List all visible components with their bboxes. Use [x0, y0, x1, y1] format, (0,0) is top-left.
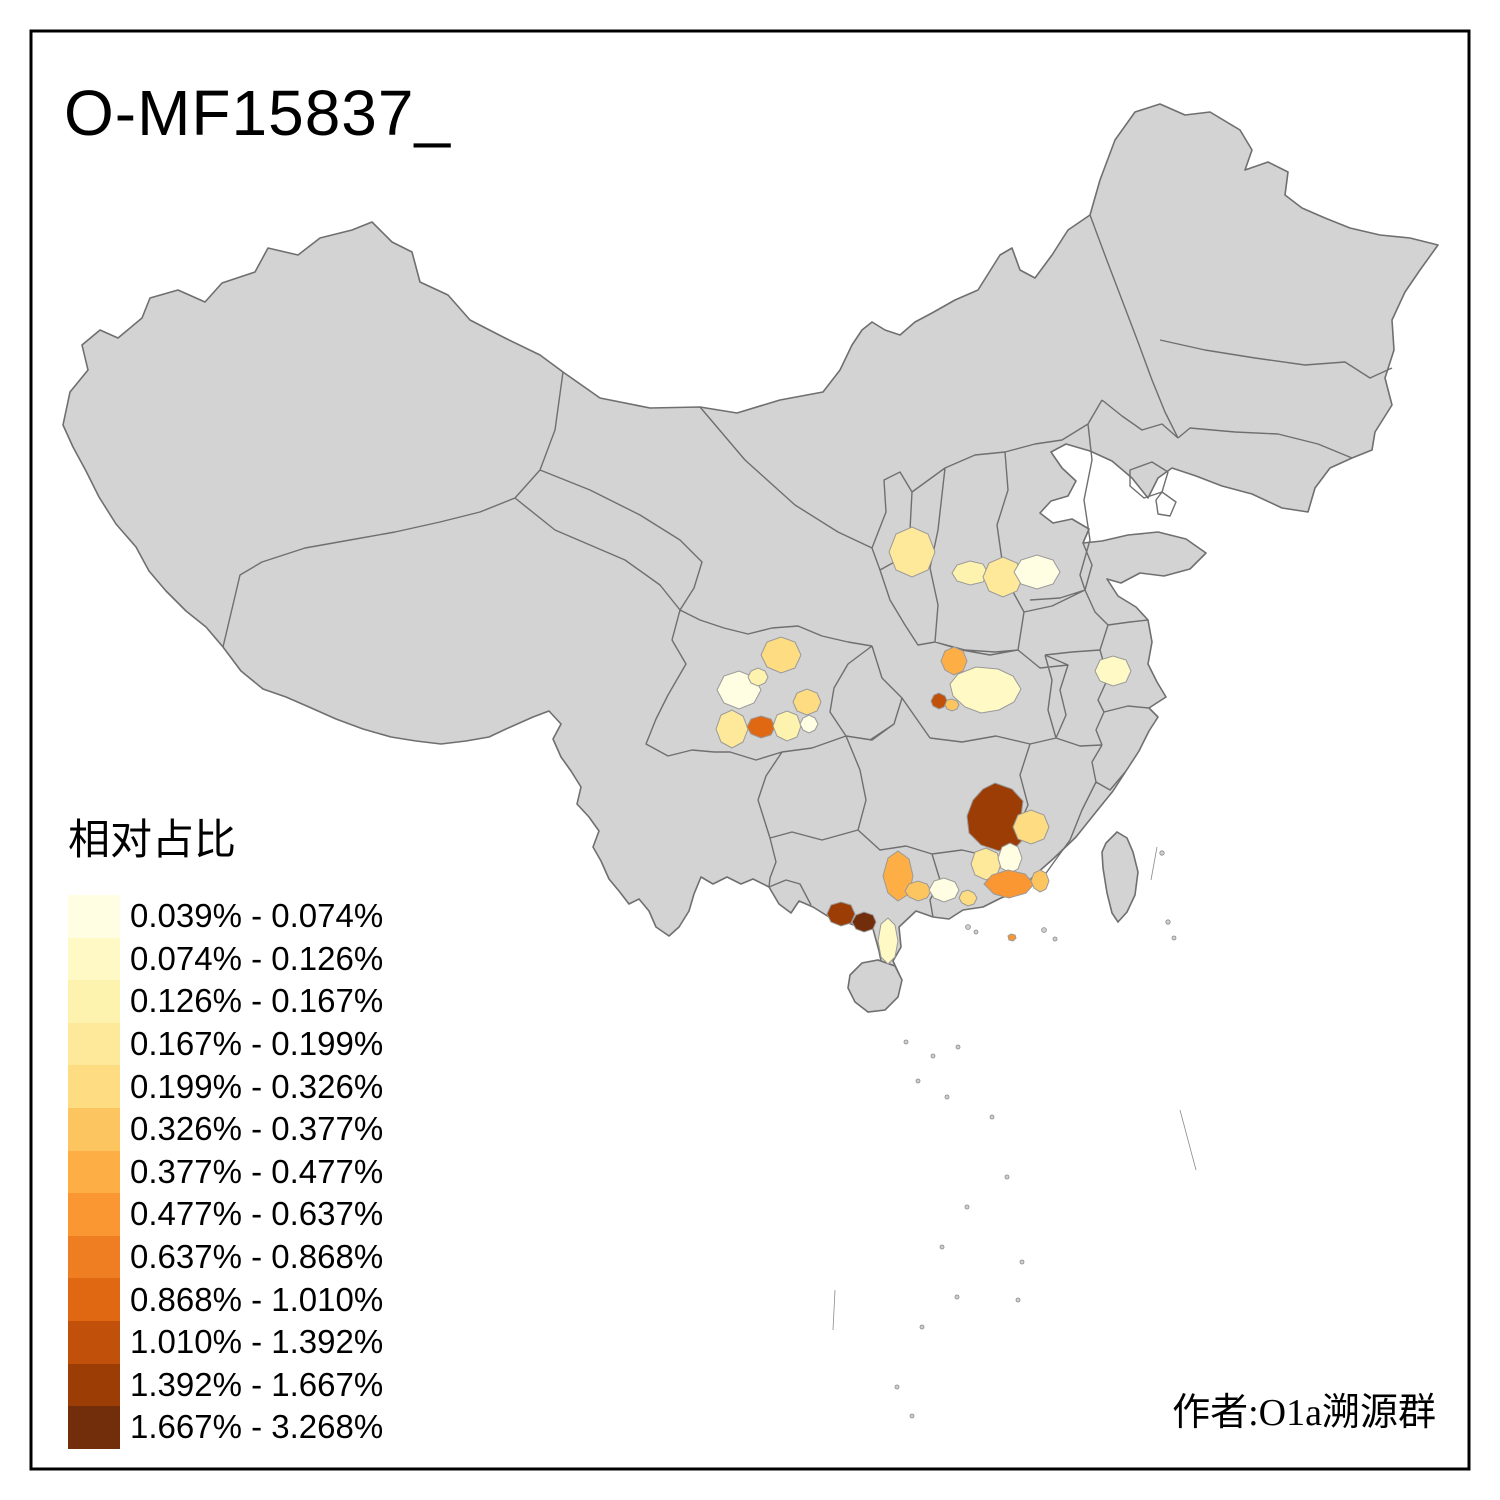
legend-color-swatch [68, 1193, 120, 1236]
legend-item: 0.326% - 0.377% [68, 1107, 384, 1151]
legend-item: 0.868% - 1.010% [68, 1278, 383, 1321]
legend-color-swatch [68, 1278, 120, 1321]
legend-item: 0.074% - 0.126% [68, 937, 384, 981]
legend: 相对占比 0.039% - 0.074% 0.074% - 0.126% 0.1… [68, 806, 383, 1449]
legend-color-swatch [68, 1363, 120, 1407]
colored-region [1012, 809, 1050, 845]
legend-item: 0.377% - 0.477% [68, 1150, 384, 1194]
legend-range-label: 0.039% - 0.074% [130, 897, 384, 935]
colored-region [877, 917, 899, 965]
legend-title: 相对占比 [68, 818, 237, 864]
colored-region [851, 911, 877, 933]
colored-region [951, 560, 989, 586]
china-mainland [62, 103, 1439, 975]
legend-color-swatch [68, 1320, 120, 1364]
legend-range-label: 0.326% - 0.377% [130, 1110, 384, 1148]
legend-item: 0.167% - 0.199% [68, 1022, 384, 1066]
legend-range-label: 0.377% - 0.477% [130, 1152, 384, 1190]
legend-item: 0.637% - 0.868% [68, 1235, 384, 1279]
legend-color-swatch [68, 895, 120, 938]
colored-region [799, 714, 819, 734]
legend-color-swatch [68, 1406, 120, 1449]
colored-region [826, 901, 856, 927]
legend-range-label: 0.167% - 0.199% [130, 1025, 384, 1063]
hainan-island [847, 959, 903, 1013]
colored-prefectures [715, 526, 1132, 965]
legend-color-swatch [68, 1065, 120, 1108]
legend-item: 1.392% - 1.667% [68, 1363, 384, 1407]
legend-range-label: 1.010% - 1.392% [130, 1323, 384, 1361]
colored-region [747, 667, 769, 687]
colored-region [949, 666, 1022, 714]
legend-range-label: 0.199% - 0.326% [130, 1067, 384, 1105]
legend-color-swatch [68, 1022, 120, 1066]
legend-item: 1.667% - 3.268% [68, 1406, 383, 1449]
legend-range-label: 0.126% - 0.167% [130, 982, 384, 1020]
legend-color-swatch [68, 1107, 120, 1151]
legend-range-label: 0.868% - 1.010% [130, 1280, 384, 1318]
colored-region [1030, 869, 1050, 893]
taiwan-island [1101, 830, 1139, 924]
legend-color-swatch [68, 1150, 120, 1194]
colored-region [944, 698, 960, 712]
colored-region [904, 880, 932, 902]
colored-region [772, 710, 802, 742]
colored-region [958, 889, 978, 907]
legend-range-label: 1.667% - 3.268% [130, 1408, 384, 1446]
legend-item: 0.477% - 0.637% [68, 1193, 383, 1236]
legend-range-label: 0.074% - 0.126% [130, 939, 384, 977]
colored-region [760, 636, 802, 674]
colored-region [928, 877, 960, 903]
colored-region [940, 646, 968, 676]
colored-region [1007, 933, 1017, 942]
colored-region [966, 782, 1030, 852]
legend-color-swatch [68, 937, 120, 981]
legend-items: 0.039% - 0.074% 0.074% - 0.126% 0.126% -… [68, 895, 383, 1449]
colored-region [1013, 554, 1061, 590]
colored-region [888, 526, 936, 578]
colored-region [746, 715, 776, 739]
legend-range-label: 1.392% - 1.667% [130, 1365, 384, 1403]
legend-item: 0.199% - 0.326% [68, 1065, 383, 1108]
sea-islands [832, 846, 1197, 1419]
legend-color-swatch [68, 980, 120, 1023]
legend-item: 1.010% - 1.392% [68, 1320, 384, 1364]
colored-region [1094, 655, 1132, 687]
legend-item: 0.039% - 0.074% [68, 895, 383, 938]
colored-region [792, 688, 822, 716]
colored-region [997, 842, 1023, 874]
legend-range-label: 0.637% - 0.868% [130, 1238, 384, 1276]
colored-region [715, 709, 749, 749]
colored-region [982, 556, 1024, 598]
legend-color-swatch [68, 1235, 120, 1279]
legend-item: 0.126% - 0.167% [68, 980, 383, 1023]
page-title: O-MF15837_ [64, 77, 452, 149]
colored-region [930, 692, 948, 710]
colored-region [882, 850, 914, 902]
attribution-text: 作者:O1a溯源群 [1172, 1392, 1436, 1434]
legend-range-label: 0.477% - 0.637% [130, 1195, 384, 1233]
